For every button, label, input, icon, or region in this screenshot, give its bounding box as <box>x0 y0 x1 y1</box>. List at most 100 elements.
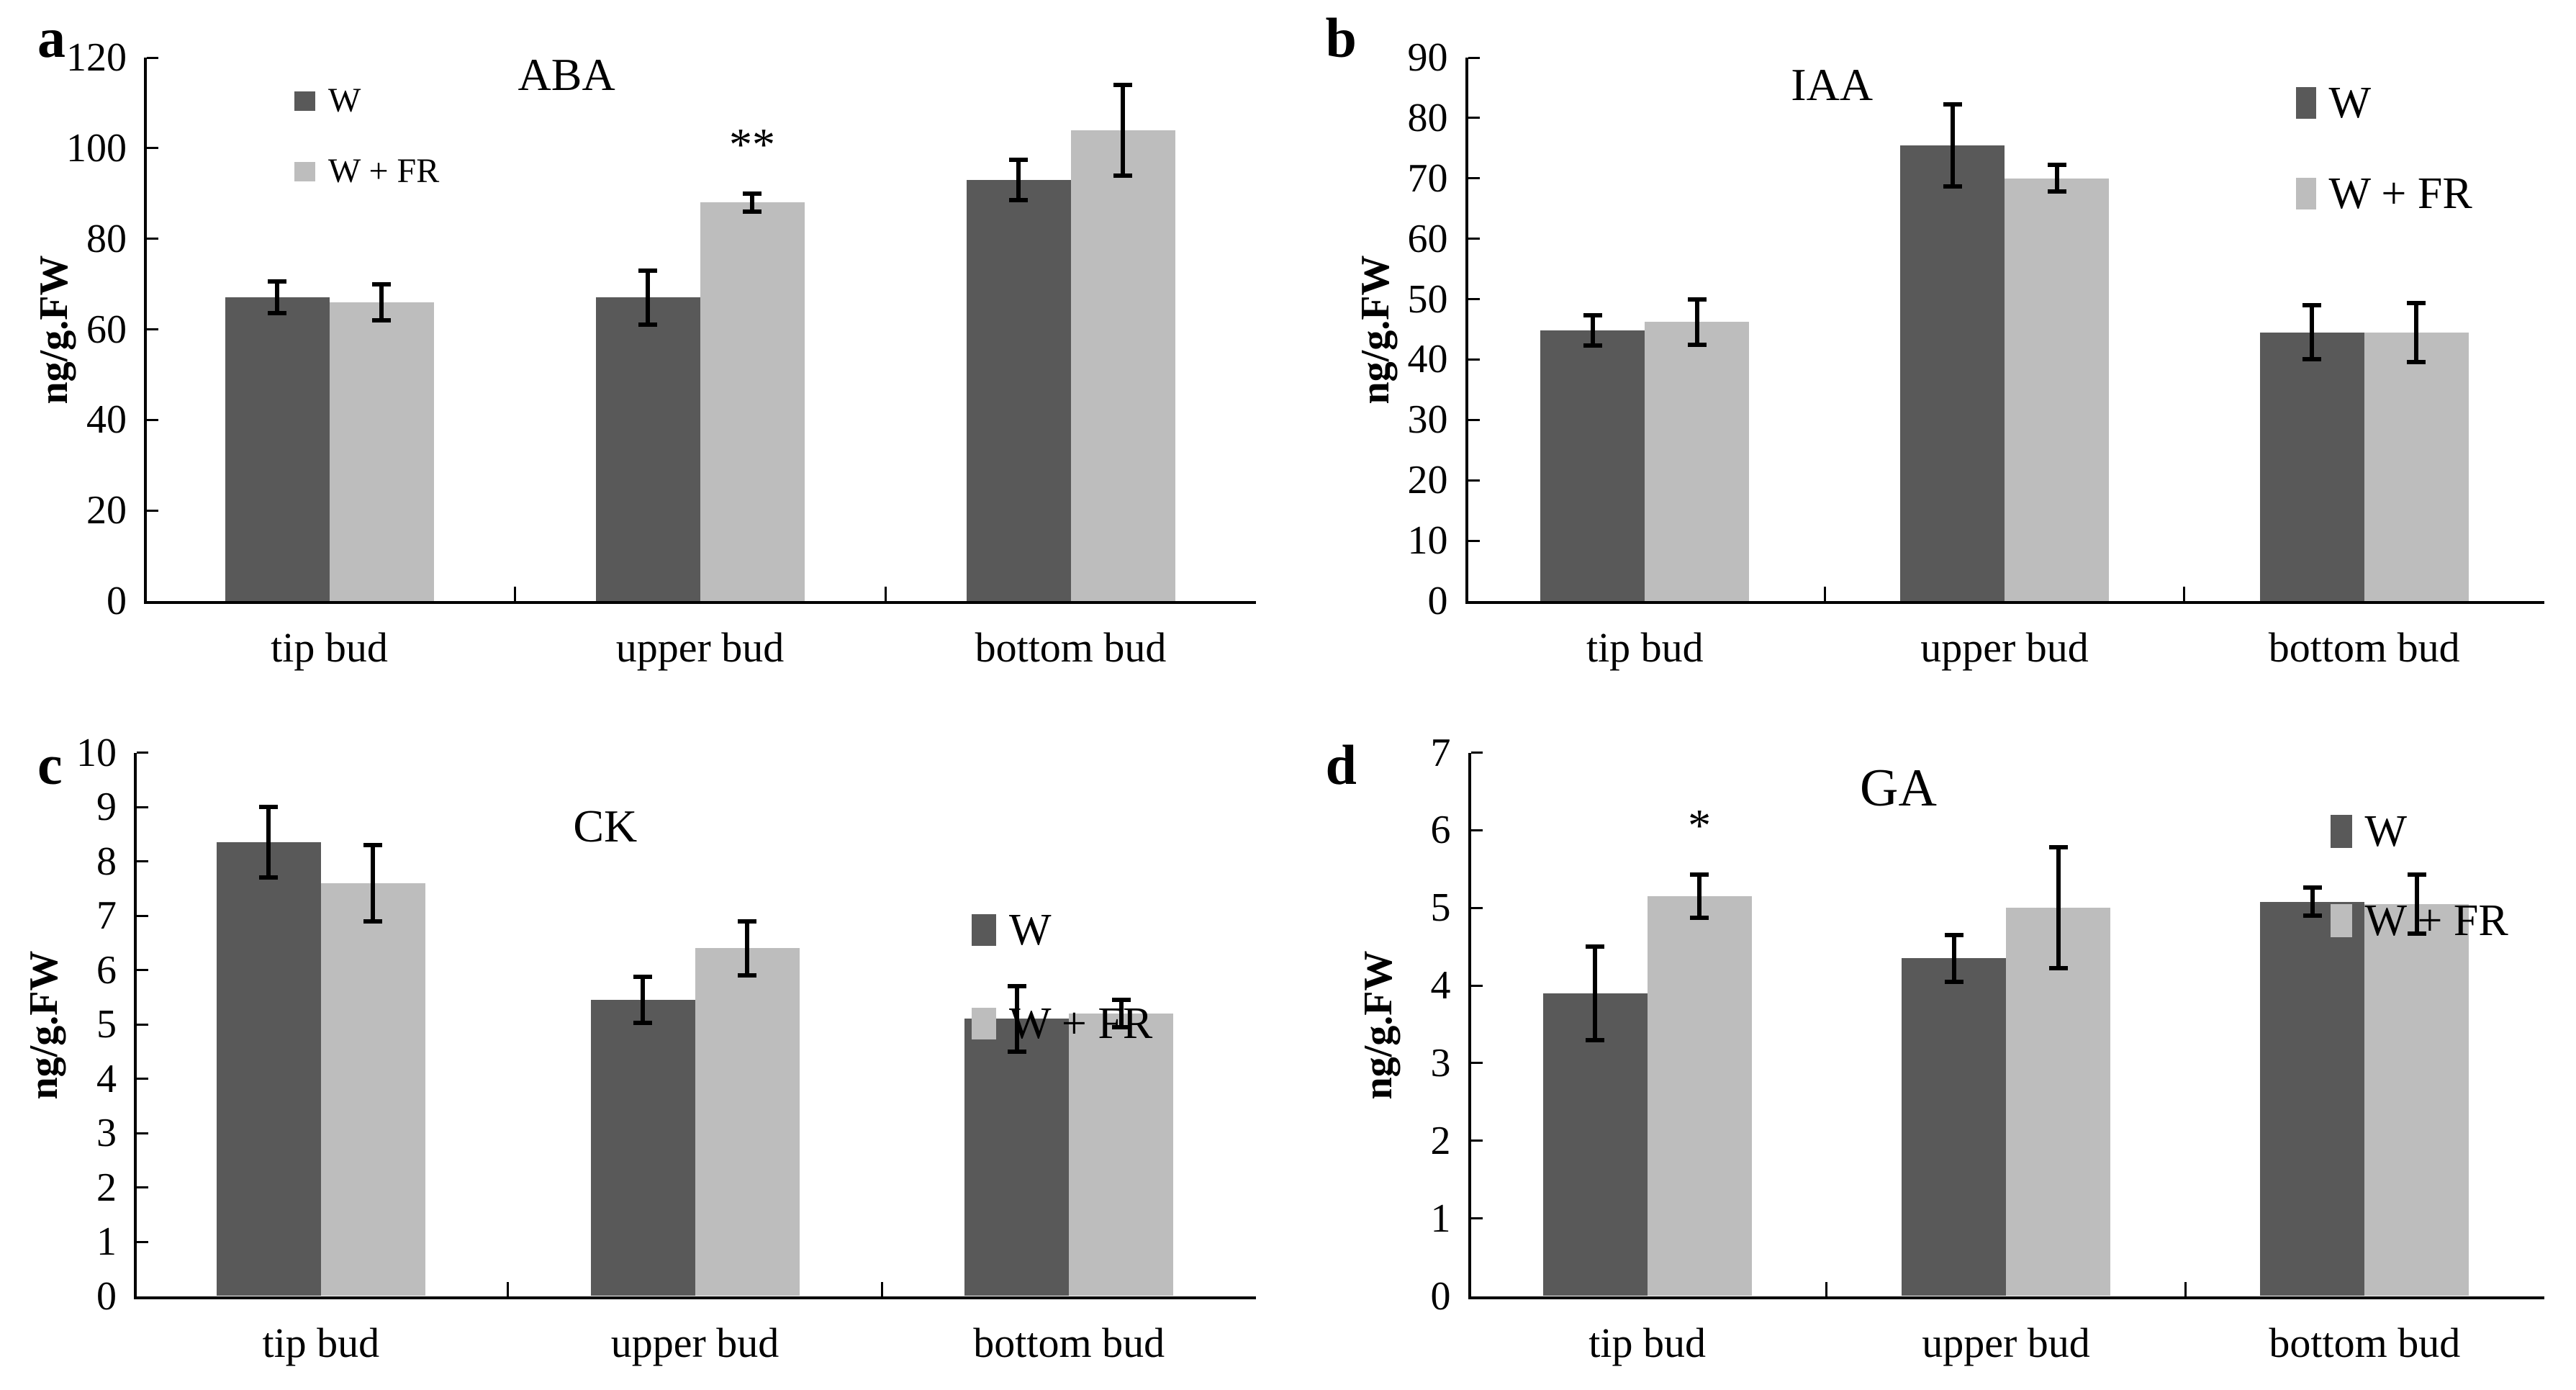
y-tick-label: 2 <box>96 1165 117 1210</box>
error-bar-line <box>646 270 650 325</box>
y-axis-tick <box>1468 238 1480 240</box>
y-axis-tick <box>1470 752 1483 754</box>
legend-row-W: W <box>294 84 439 118</box>
y-axis-tick <box>137 969 148 971</box>
error-bar-cap-top <box>2302 885 2322 890</box>
legend: W W + FR <box>972 908 1152 1046</box>
legend-swatch-icon <box>2330 903 2352 937</box>
error-bar-line <box>379 284 384 320</box>
error-bar-cap-bottom <box>2407 359 2426 364</box>
y-axis-line <box>134 752 137 1299</box>
bar-WFR-0 <box>1647 896 1752 1296</box>
chart-title: CK <box>573 800 638 852</box>
y-tick-label: 30 <box>1407 397 1448 443</box>
error-bar-cap-top <box>1113 82 1132 87</box>
y-axis-line <box>144 58 147 604</box>
bar-W-2 <box>966 179 1071 601</box>
error-bar-cap-bottom <box>1583 343 1602 348</box>
legend-label: W + FR <box>2328 169 2472 218</box>
bar-WFR-2 <box>2364 903 2469 1296</box>
category-boundary-tick <box>1825 1281 1828 1296</box>
legend: W W + FR <box>294 84 439 189</box>
y-axis-tick <box>137 1023 148 1026</box>
error-bar-cap-bottom <box>1687 343 1707 348</box>
y-axis-tick <box>1468 479 1480 482</box>
legend-row-WFR: W + FR <box>2330 898 2508 943</box>
y-tick-label: 10 <box>76 730 117 775</box>
panel-letter: d <box>1325 733 1357 796</box>
y-tick-label: 60 <box>1407 216 1448 261</box>
legend-swatch-icon <box>294 91 315 111</box>
y-tick-label: 20 <box>86 488 127 533</box>
category-boundary-tick <box>880 1281 883 1296</box>
bar-W-0 <box>1542 993 1648 1296</box>
error-bar-cap-bottom <box>743 209 761 214</box>
error-bar-cap-bottom <box>1007 1049 1026 1054</box>
legend-swatch-icon <box>972 913 996 946</box>
y-tick-label: 0 <box>96 1273 117 1319</box>
category-boundary-tick <box>884 587 887 601</box>
y-tick-label: 80 <box>86 216 127 261</box>
category-label: bottom bud <box>975 624 1167 671</box>
category-boundary-tick <box>1823 587 1826 601</box>
bar-WFR-1 <box>700 202 805 601</box>
error-bar-cap-bottom <box>2048 966 2068 971</box>
legend-swatch-icon <box>2295 178 2316 209</box>
bar-WFR-2 <box>1069 1013 1174 1296</box>
category-boundary-tick <box>513 587 516 601</box>
y-tick-label: 6 <box>1430 808 1451 853</box>
y-tick-label: 2 <box>1430 1118 1451 1163</box>
bar-W-2 <box>2259 332 2364 601</box>
error-bar-cap-bottom <box>1113 173 1132 178</box>
error-bar-line <box>1590 315 1595 346</box>
y-axis-tick <box>1470 984 1483 987</box>
y-axis-tick <box>1470 829 1483 831</box>
y-tick-label: 4 <box>1430 963 1451 1008</box>
legend-swatch-icon <box>2330 814 2352 848</box>
error-bar-cap-top <box>638 268 657 273</box>
legend: W W + FR <box>2295 81 2472 218</box>
y-tick-label: 1 <box>1430 1196 1451 1241</box>
legend-label: W + FR <box>1009 998 1153 1048</box>
y-tick-label: 0 <box>1427 579 1448 623</box>
y-tick-label: 10 <box>1407 518 1448 564</box>
bar-W-2 <box>2260 901 2365 1296</box>
y-tick-label: 20 <box>1407 458 1448 503</box>
error-bar-cap-top <box>738 919 756 924</box>
error-bar-line <box>745 921 749 976</box>
legend-swatch-icon <box>972 1007 996 1039</box>
category-label: tip bud <box>1588 1319 1707 1366</box>
chart-panel-b: b IAA ng/g.FW 0 10 20 30 40 50 60 70 80 90 tip bud upp… <box>1288 0 2576 695</box>
y-axis-line <box>1468 752 1471 1299</box>
y-axis-tick <box>147 328 158 330</box>
y-axis-tick <box>1468 298 1480 301</box>
y-tick-label: 5 <box>96 1002 117 1047</box>
error-bar-cap-top <box>2047 163 2066 168</box>
error-bar-cap-top <box>633 975 652 980</box>
error-bar-cap-top <box>1944 932 1963 937</box>
error-bar-line <box>750 193 754 212</box>
category-label: tip bud <box>262 1319 380 1366</box>
error-bar-cap-bottom <box>738 973 756 978</box>
error-bar-cap-top <box>1583 313 1602 318</box>
error-bar-cap-bottom <box>2407 931 2426 936</box>
y-tick-label: 60 <box>86 307 127 352</box>
error-bar-cap-bottom <box>2302 357 2322 362</box>
legend-row-W: W <box>2330 809 2508 854</box>
y-tick-label: 80 <box>1407 95 1448 140</box>
legend-row-W: W <box>972 908 1152 952</box>
error-bar-line <box>2054 165 2059 192</box>
y-tick-label: 50 <box>1407 276 1448 322</box>
y-tick-label: 1 <box>96 1219 117 1264</box>
bar-WFR-2 <box>1070 130 1175 601</box>
y-tick-label: 6 <box>96 947 117 993</box>
category-label: tip bud <box>1586 624 1704 671</box>
y-tick-label: 70 <box>1407 155 1448 201</box>
chart-panel-a: a ABA ng/g.FW 0 20 40 60 80 100 120 ** tip bud upper… <box>0 0 1288 695</box>
error-bar-cap-top <box>372 281 391 286</box>
y-axis-tick <box>137 1132 148 1134</box>
error-bar-line <box>1950 104 1955 186</box>
y-tick-label: 0 <box>107 579 127 623</box>
bar-W-1 <box>1900 145 2005 601</box>
y-axis-tick <box>147 56 158 59</box>
